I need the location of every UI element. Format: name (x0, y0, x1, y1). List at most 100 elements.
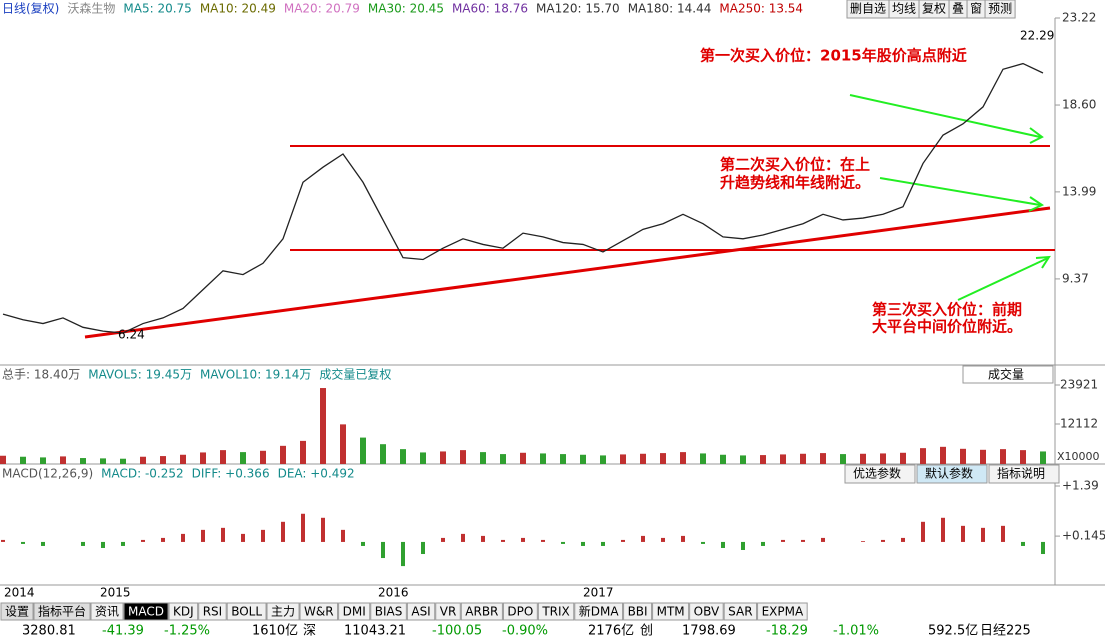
tab[interactable] (623, 602, 653, 621)
status-value: -0.90% (502, 624, 548, 639)
tab-label[interactable]: BOLL (231, 605, 262, 619)
low-label: 6.24 (118, 328, 145, 342)
tab[interactable] (652, 602, 690, 621)
status-value: 日经225 (980, 624, 1031, 639)
tab-label[interactable]: RSI (203, 605, 223, 619)
annotation: 第一次买入价位：2015年股价高点附近 (700, 47, 967, 65)
volume-bar (0, 455, 6, 464)
macd-bar (421, 541, 425, 555)
toolbar-button-label[interactable]: 删自选 (850, 2, 886, 16)
param-button[interactable] (844, 464, 916, 484)
volume-bar (540, 453, 546, 464)
tab-label[interactable]: 指标平台 (38, 604, 86, 619)
tab[interactable] (226, 602, 267, 621)
tab-label[interactable]: MTM (657, 605, 685, 619)
param-button-label[interactable]: 优选参数 (853, 466, 901, 481)
status-value: 1610亿 (252, 624, 298, 639)
tab[interactable] (123, 602, 169, 621)
volume-bar (680, 452, 686, 464)
macd-bar (521, 537, 525, 542)
tab-label[interactable]: KDJ (173, 605, 194, 619)
volume-bar (260, 450, 266, 464)
volume-bar (1000, 449, 1006, 464)
volume-bar (520, 452, 526, 464)
tab[interactable] (266, 602, 300, 621)
tab[interactable] (198, 602, 227, 621)
tab[interactable] (168, 602, 199, 621)
tab-label[interactable]: MACD (128, 605, 164, 619)
tab-label[interactable]: 设置 (5, 605, 29, 619)
volume-bar (960, 448, 966, 464)
tab-label[interactable]: BBI (628, 605, 648, 619)
volume-bar (820, 453, 826, 464)
ma-label: MA120: 15.70 (536, 2, 620, 16)
tab-label[interactable]: W&R (304, 605, 334, 619)
volume-bar (840, 454, 846, 464)
macd-bar (541, 539, 545, 542)
tab-label[interactable]: DPO (507, 605, 533, 619)
tab-label[interactable]: ARBR (465, 605, 498, 619)
high-label: 22.29 (1020, 29, 1054, 43)
tab[interactable] (537, 602, 575, 621)
tab[interactable] (574, 602, 624, 621)
volume-bar (700, 453, 706, 464)
tab-label[interactable]: OBV (694, 605, 720, 619)
tab[interactable] (502, 602, 538, 621)
param-button-label[interactable]: 默认参数 (925, 466, 973, 481)
volume-header: MAVOL5: 19.45万 (88, 368, 192, 382)
tab[interactable] (0, 602, 34, 621)
volume-bar (1040, 451, 1046, 464)
volume-bar (1020, 450, 1026, 464)
param-button[interactable] (916, 464, 988, 484)
toolbar-button-label[interactable]: 均线 (892, 2, 916, 16)
tab[interactable] (338, 602, 371, 621)
volume-header: 成交量已复权 (319, 367, 391, 382)
tab-label[interactable]: ASI (411, 605, 430, 619)
tab[interactable] (460, 602, 503, 621)
macd-bar (121, 541, 125, 546)
status-value: 2176亿 (588, 624, 634, 639)
macd-header: DIFF: +0.366 (192, 467, 270, 481)
tab[interactable] (370, 602, 407, 621)
macd-bar (301, 513, 305, 542)
y-tick-label: 23921 (1060, 378, 1098, 392)
toolbar-button-label[interactable]: 复权 (922, 2, 946, 16)
tab-label[interactable]: DMI (343, 605, 366, 619)
tab-label[interactable]: VR (440, 605, 457, 619)
tab-label[interactable]: 主力 (271, 605, 295, 619)
toolbar-button[interactable] (984, 0, 1016, 19)
macd-bar (441, 537, 445, 542)
x-label: 2015 (100, 586, 131, 600)
tab[interactable] (435, 602, 461, 621)
chart-title: 日线(复权) (2, 2, 59, 16)
tab[interactable] (33, 602, 91, 621)
indicator-select[interactable] (962, 365, 1054, 384)
tab-label[interactable]: EXPMA (762, 605, 804, 619)
param-button[interactable] (988, 464, 1060, 484)
param-button-label[interactable]: 指标说明 (997, 466, 1045, 481)
macd-header: MACD(12,26,9) (2, 467, 93, 481)
tab[interactable] (406, 602, 436, 621)
toolbar-button-label[interactable]: 窗 (970, 2, 982, 16)
status-value: 3280.81 (22, 624, 76, 639)
tab[interactable] (90, 602, 124, 621)
tab[interactable] (299, 602, 339, 621)
tab[interactable] (723, 602, 758, 621)
indicator-select-label[interactable]: 成交量 (988, 367, 1024, 382)
tab[interactable] (689, 602, 724, 621)
volume-unit: X10000 (1057, 450, 1100, 463)
tab[interactable] (757, 602, 808, 621)
macd-bar (481, 535, 485, 542)
macd-bar (321, 517, 325, 542)
toolbar-button-label[interactable]: 叠 (952, 2, 964, 16)
macd-bar (1041, 541, 1045, 555)
tab-label[interactable]: SAR (728, 605, 752, 619)
macd-bar (961, 525, 965, 542)
tab-label[interactable]: TRIX (541, 605, 569, 619)
volume-bar (60, 456, 66, 464)
tab-label[interactable]: BIAS (375, 605, 403, 619)
toolbar-button-label[interactable]: 预测 (988, 2, 1012, 16)
volume-bar (280, 445, 286, 464)
tab-label[interactable]: 资讯 (95, 605, 119, 619)
tab-label[interactable]: 新DMA (579, 604, 620, 619)
